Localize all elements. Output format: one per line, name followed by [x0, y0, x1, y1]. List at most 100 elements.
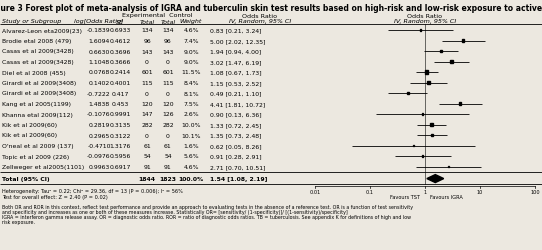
Text: 1.6%: 1.6%	[183, 144, 199, 148]
Text: Experimental  Control: Experimental Control	[122, 14, 193, 18]
Text: -0.4710: -0.4710	[87, 144, 111, 148]
Text: 0.1402: 0.1402	[88, 81, 109, 86]
Text: Brodie etal 2008 (479): Brodie etal 2008 (479)	[2, 39, 72, 44]
Text: -0.0976: -0.0976	[87, 154, 111, 159]
Text: 3.02 [1.47, 6.19]: 3.02 [1.47, 6.19]	[210, 60, 261, 65]
Text: IGRA = interferon gamma release assay. OR = diagnostic odds ratio. ROR = ratio o: IGRA = interferon gamma release assay. O…	[2, 214, 411, 220]
Text: Favours IGRA: Favours IGRA	[430, 194, 463, 200]
Text: 1.6094: 1.6094	[88, 39, 109, 44]
Text: risk exposure.: risk exposure.	[2, 220, 35, 224]
Text: 0: 0	[166, 133, 170, 138]
Text: 0.6933: 0.6933	[109, 28, 131, 33]
Text: 61: 61	[164, 144, 172, 148]
Text: 0: 0	[145, 91, 149, 96]
Text: 1.35 [0.73, 2.48]: 1.35 [0.73, 2.48]	[210, 133, 261, 138]
Text: 0.2965: 0.2965	[88, 133, 109, 138]
Text: 0.01: 0.01	[309, 189, 321, 194]
Text: 2.6%: 2.6%	[183, 112, 199, 117]
Text: Odds Ratio: Odds Ratio	[242, 14, 278, 18]
Text: Total: Total	[160, 20, 176, 24]
Text: 0.5956: 0.5956	[109, 154, 131, 159]
Text: 4.41 [1.81, 10.72]: 4.41 [1.81, 10.72]	[210, 102, 265, 106]
Text: 0: 0	[145, 60, 149, 65]
Text: Casas et al 2009(3428): Casas et al 2009(3428)	[2, 49, 74, 54]
Text: 1.1048: 1.1048	[88, 60, 109, 65]
Text: 91: 91	[164, 164, 172, 169]
Bar	[450, 61, 453, 64]
Bar	[431, 134, 434, 137]
Text: 0.2819: 0.2819	[88, 122, 109, 128]
Text: 5.6%: 5.6%	[183, 154, 199, 159]
Text: 1.33 [0.72, 2.45]: 1.33 [0.72, 2.45]	[210, 122, 261, 128]
Text: 1.94 [0.94, 4.00]: 1.94 [0.94, 4.00]	[210, 49, 261, 54]
Text: 1.08 [0.67, 1.73]: 1.08 [0.67, 1.73]	[210, 70, 262, 75]
Text: 0.4612: 0.4612	[109, 39, 131, 44]
Text: Figure 3 Forest plot of meta-analysis of IGRA and tuberculin skin test results b: Figure 3 Forest plot of meta-analysis of…	[0, 4, 542, 13]
Text: 0.62 [0.05, 8.26]: 0.62 [0.05, 8.26]	[210, 144, 262, 148]
Text: Favours TST: Favours TST	[390, 194, 420, 200]
Text: 0.3666: 0.3666	[109, 60, 131, 65]
Text: 0.2414: 0.2414	[109, 70, 131, 75]
Text: 0.453: 0.453	[111, 102, 128, 106]
Text: -0.1839: -0.1839	[87, 28, 111, 33]
Text: 2.71 [0.70, 10.51]: 2.71 [0.70, 10.51]	[210, 164, 266, 169]
Text: log[Odds Ratio]: log[Odds Ratio]	[74, 20, 124, 24]
Text: 147: 147	[141, 112, 153, 117]
Text: 1823: 1823	[159, 176, 177, 181]
Text: 120: 120	[162, 102, 174, 106]
Bar	[462, 40, 464, 42]
Text: Total: Total	[139, 20, 154, 24]
Text: IV, Random, 95% CI: IV, Random, 95% CI	[394, 20, 456, 24]
Text: Kik et al 2009(60): Kik et al 2009(60)	[2, 133, 57, 138]
Text: 1.54 [1.08, 2.19]: 1.54 [1.08, 2.19]	[210, 176, 267, 181]
Bar	[427, 82, 429, 84]
Text: 10.0%: 10.0%	[181, 122, 201, 128]
Text: 0.9991: 0.9991	[109, 112, 131, 117]
Text: Zellweger et al2005(1101): Zellweger et al2005(1101)	[2, 164, 84, 169]
Text: 4.6%: 4.6%	[183, 164, 199, 169]
Text: 120: 120	[141, 102, 153, 106]
Text: 282: 282	[162, 122, 174, 128]
Text: 11.5%: 11.5%	[181, 70, 201, 75]
Text: 4.6%: 4.6%	[183, 28, 199, 33]
Text: 0.1: 0.1	[366, 189, 374, 194]
Text: 143: 143	[162, 49, 174, 54]
Text: O'neal et al 2009 (137): O'neal et al 2009 (137)	[2, 144, 74, 148]
Text: 5.00 [2.02, 12.35]: 5.00 [2.02, 12.35]	[210, 39, 266, 44]
Text: 10.1%: 10.1%	[181, 133, 201, 138]
Bar	[425, 71, 428, 74]
Text: 0.83 [0.21, 3.24]: 0.83 [0.21, 3.24]	[210, 28, 261, 33]
Text: 96: 96	[143, 39, 151, 44]
Text: Heterogeneity: Tau² = 0.22; Chi² = 29.36, df = 13 (P = 0.006); I² = 56%: Heterogeneity: Tau² = 0.22; Chi² = 29.36…	[2, 188, 183, 194]
Text: 8.1%: 8.1%	[183, 91, 199, 96]
Text: Girardi et al 2009(3408): Girardi et al 2009(3408)	[2, 81, 76, 86]
Text: Total (95% CI): Total (95% CI)	[2, 176, 50, 181]
Text: 1.15 [0.53, 2.52]: 1.15 [0.53, 2.52]	[210, 81, 262, 86]
Text: 0.0768: 0.0768	[88, 70, 109, 75]
Text: 126: 126	[162, 112, 174, 117]
Text: Weight: Weight	[180, 20, 202, 24]
Text: 1.3176: 1.3176	[109, 144, 131, 148]
Text: -0.7222: -0.7222	[87, 91, 111, 96]
Text: Test for overall effect: Z = 2.40 (P = 0.02): Test for overall effect: Z = 2.40 (P = 0…	[2, 194, 108, 200]
Text: 1: 1	[423, 189, 427, 194]
Text: Alvarez-Leon eta2009(23): Alvarez-Leon eta2009(23)	[2, 28, 82, 33]
Text: 9.0%: 9.0%	[183, 49, 199, 54]
Text: Odds Ratio: Odds Ratio	[408, 14, 443, 18]
Text: 0.49 [0.21, 1.10]: 0.49 [0.21, 1.10]	[210, 91, 261, 96]
Bar	[422, 114, 423, 115]
Text: 0.6630: 0.6630	[88, 49, 109, 54]
Text: IV, Random, 95% CI: IV, Random, 95% CI	[229, 20, 291, 24]
Text: 54: 54	[164, 154, 172, 159]
Text: Casas et al 2009(3428): Casas et al 2009(3428)	[2, 60, 74, 65]
Text: 1.4838: 1.4838	[88, 102, 109, 106]
Text: 0.6917: 0.6917	[109, 164, 131, 169]
Text: 96: 96	[164, 39, 172, 44]
Text: Kang et al 2005(1199): Kang et al 2005(1199)	[2, 102, 71, 106]
Text: 115: 115	[162, 81, 174, 86]
Text: -0.1076: -0.1076	[87, 112, 111, 117]
Text: 115: 115	[141, 81, 153, 86]
Bar	[406, 92, 409, 95]
Text: 0.417: 0.417	[111, 91, 128, 96]
Text: 0: 0	[145, 133, 149, 138]
